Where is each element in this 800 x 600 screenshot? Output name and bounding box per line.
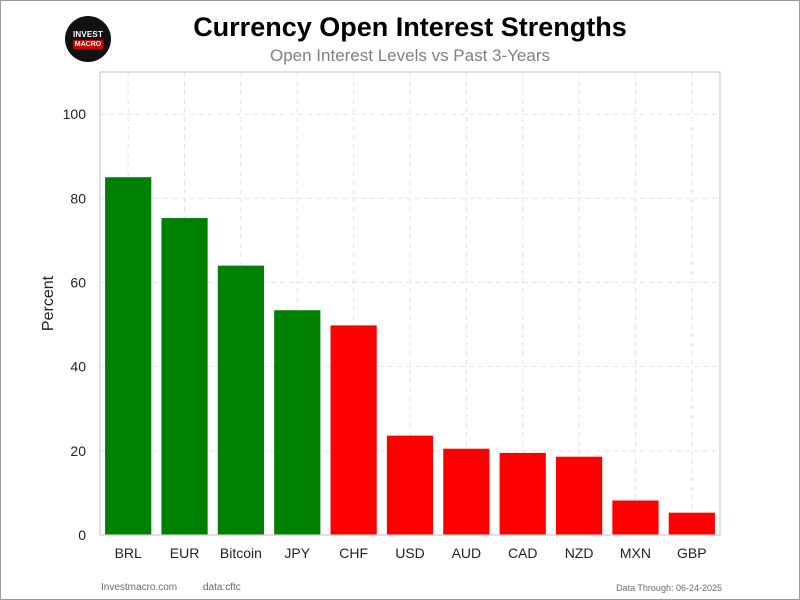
bar-cad xyxy=(499,452,546,535)
bar-brl xyxy=(105,177,152,535)
x-tick-label: USD xyxy=(395,545,425,561)
x-tick-label: MXN xyxy=(620,545,651,561)
footer-date: Data Through: 06-24-2025 xyxy=(616,583,722,593)
chart-subtitle: Open Interest Levels vs Past 3-Years xyxy=(269,46,551,65)
x-tick-label: CAD xyxy=(508,545,538,561)
y-tick-label: 60 xyxy=(70,274,86,290)
y-tick-label: 40 xyxy=(70,359,86,375)
logo-text-top: INVEST xyxy=(72,29,104,39)
bar-bitcoin xyxy=(217,265,265,535)
y-tick-label: 100 xyxy=(63,106,87,122)
x-tick-label: NZD xyxy=(565,545,594,561)
y-axis-title: Percent xyxy=(40,275,57,331)
footer-source: data:cftc xyxy=(203,582,241,593)
x-tick-label: GBP xyxy=(677,545,707,561)
plot-area-border xyxy=(99,71,721,536)
chart-title: Currency Open Interest Strengths xyxy=(193,12,627,42)
bar-gbp xyxy=(668,512,715,535)
bar-jpy xyxy=(274,310,321,535)
x-tick-label: BRL xyxy=(115,545,142,561)
y-tick-label: 80 xyxy=(70,190,86,206)
x-tick-label: Bitcoin xyxy=(220,545,262,561)
bar-eur xyxy=(161,218,208,535)
x-tick-label: JPY xyxy=(284,545,310,561)
y-tick-label: 0 xyxy=(78,527,86,543)
y-tick-label: 20 xyxy=(70,443,86,459)
x-tick-label: EUR xyxy=(170,545,200,561)
logo-text-bottom: MACRO xyxy=(72,39,104,49)
footer-site: Investmacro.com xyxy=(101,582,178,593)
x-tick-label: AUD xyxy=(452,545,482,561)
bar-mxn xyxy=(612,500,659,535)
x-tick-label: CHF xyxy=(339,545,368,561)
bar-aud xyxy=(443,448,490,535)
bar-usd xyxy=(386,435,434,535)
investmacro-logo: INVEST MACRO xyxy=(65,16,111,62)
bar-nzd xyxy=(555,456,603,535)
bar-chf xyxy=(330,325,377,535)
